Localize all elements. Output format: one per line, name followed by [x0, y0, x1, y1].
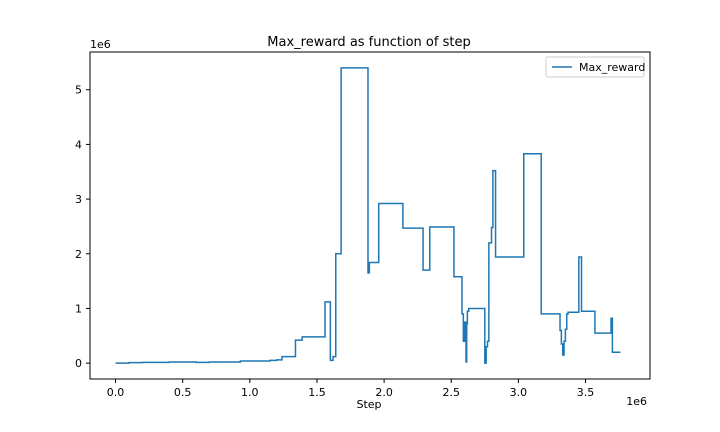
- legend-box: [545, 56, 645, 78]
- y-tick-label: 5: [75, 84, 82, 97]
- legend-label: Max_reward: [579, 61, 645, 74]
- x-tick-label: 2.5: [442, 386, 460, 399]
- x-tick-label: 0.0: [107, 386, 125, 399]
- x-tick-label: 1.5: [308, 386, 326, 399]
- y-tick-label: 3: [75, 193, 82, 206]
- x-axis-label: Step: [356, 398, 381, 411]
- x-tick-label: 3.0: [510, 386, 528, 399]
- y-tick-label: 0: [75, 357, 82, 370]
- x-tick-label: 1.0: [241, 386, 259, 399]
- series-line-max-reward: [115, 67, 621, 364]
- x-tick-label: 3.5: [577, 386, 595, 399]
- x-axis: 0.0 0.5 1.0 1.5 2.0 2.5 3.0 3.5: [107, 379, 595, 399]
- y-tick-label: 1: [75, 302, 82, 315]
- y-axis: 0 1 2 3 4 5: [75, 84, 90, 370]
- x-offset-label: 1e6: [626, 395, 647, 408]
- plot-frame: [89, 51, 651, 380]
- y-offset-label: 1e6: [90, 38, 111, 51]
- y-tick-label: 4: [75, 138, 82, 151]
- legend: Max_reward: [545, 56, 645, 78]
- y-tick-label: 2: [75, 248, 82, 261]
- chart-title: Max_reward as function of step: [267, 35, 470, 50]
- x-tick-label: 2.0: [375, 386, 393, 399]
- x-tick-label: 0.5: [174, 386, 192, 399]
